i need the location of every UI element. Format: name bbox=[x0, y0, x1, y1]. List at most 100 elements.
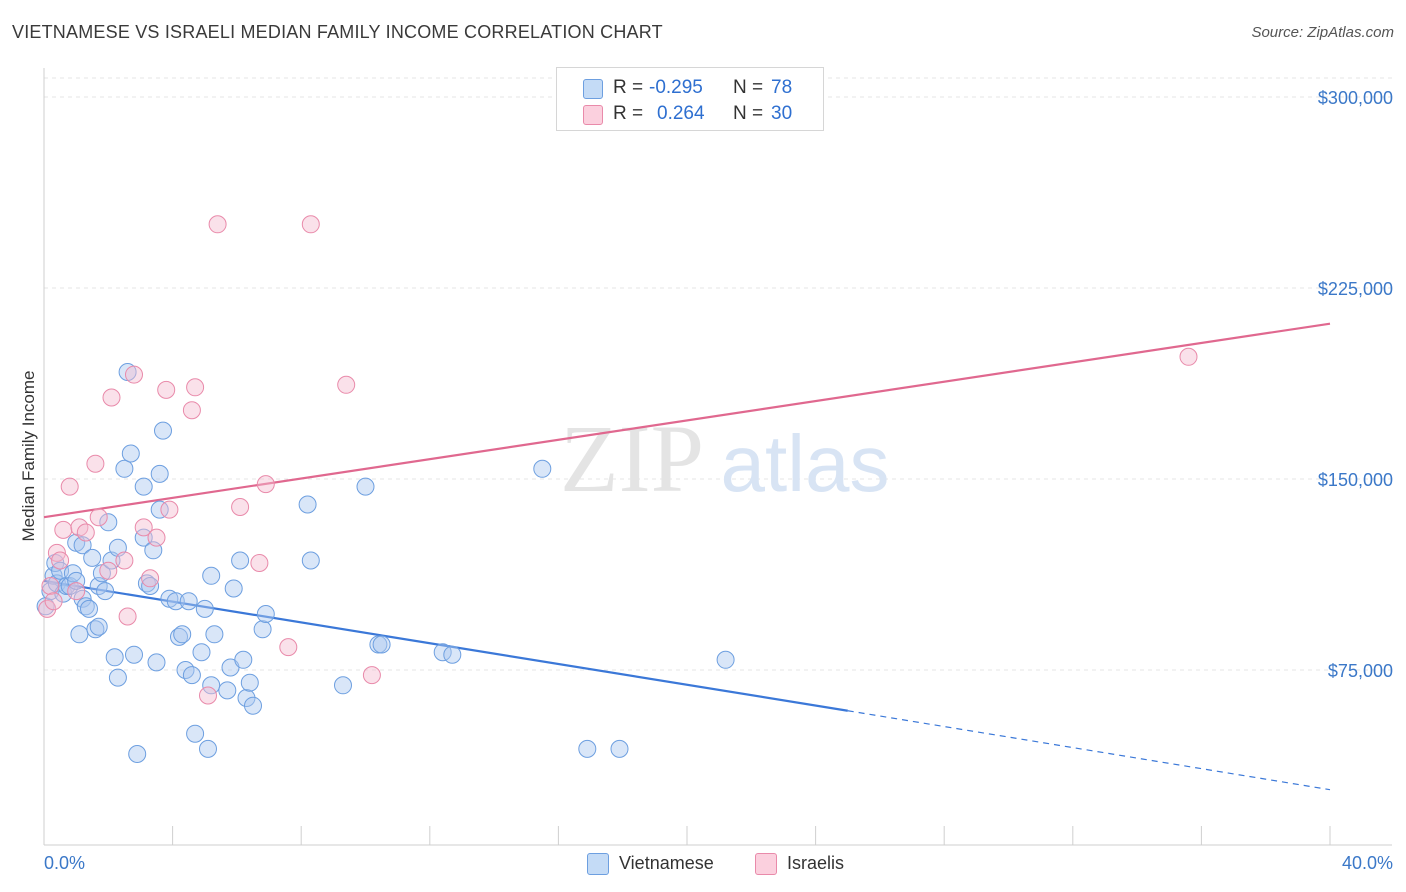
point-vietnamese bbox=[301, 551, 320, 570]
point-vietnamese bbox=[67, 571, 86, 590]
y-tick-label: $225,000 bbox=[1318, 279, 1393, 299]
point-vietnamese bbox=[170, 627, 188, 646]
point-israelis bbox=[231, 498, 250, 516]
point-israelis bbox=[86, 454, 105, 473]
point-vietnamese bbox=[610, 739, 629, 758]
x-tick-label-end: 40.0% bbox=[1342, 853, 1393, 873]
legend-n-label: N = bbox=[733, 103, 764, 124]
point-israelis bbox=[115, 551, 134, 570]
point-vietnamese bbox=[224, 579, 243, 598]
point-vietnamese bbox=[199, 739, 217, 758]
legend-r-value: 0.264 bbox=[657, 103, 705, 124]
point-israelis bbox=[125, 365, 143, 384]
point-vietnamese bbox=[173, 625, 192, 644]
point-israelis bbox=[250, 554, 269, 572]
point-vietnamese bbox=[443, 645, 462, 664]
point-vietnamese bbox=[231, 551, 250, 570]
legend-r-label: R = bbox=[613, 103, 644, 124]
point-israelis bbox=[279, 638, 298, 657]
bottom-legend-label-vietnamese: Vietnamese bbox=[619, 853, 714, 873]
y-tick-label: $75,000 bbox=[1328, 661, 1393, 681]
axis-labels: Median Family Income $75,000 $150,000 $225… bbox=[19, 88, 1393, 873]
point-israelis bbox=[301, 215, 320, 234]
legend-r-label: R = bbox=[613, 77, 644, 98]
axes bbox=[43, 68, 1392, 846]
point-israelis bbox=[208, 215, 227, 234]
y-tick-label: $150,000 bbox=[1318, 470, 1393, 490]
point-vietnamese bbox=[89, 617, 108, 636]
point-israelis bbox=[134, 518, 153, 537]
point-vietnamese bbox=[150, 500, 169, 519]
point-israelis bbox=[157, 380, 176, 399]
point-vietnamese bbox=[195, 599, 214, 618]
trend-line-israelis bbox=[43, 322, 1331, 519]
point-vietnamese bbox=[80, 599, 98, 618]
y-axis-label: Median Family Income bbox=[19, 370, 38, 541]
point-israelis bbox=[54, 520, 73, 539]
point-vietnamese bbox=[76, 597, 95, 616]
point-vietnamese bbox=[202, 566, 221, 585]
point-vietnamese bbox=[128, 745, 147, 763]
legend-n-label: N = bbox=[733, 77, 764, 98]
point-vietnamese bbox=[125, 645, 143, 664]
x-tick-label-start: 0.0% bbox=[44, 853, 85, 873]
point-vietnamese bbox=[186, 724, 205, 743]
point-vietnamese bbox=[179, 592, 198, 611]
point-vietnamese bbox=[134, 528, 153, 547]
point-israelis bbox=[147, 528, 166, 547]
point-israelis bbox=[362, 666, 381, 685]
point-israelis bbox=[51, 551, 70, 570]
point-vietnamese bbox=[70, 625, 89, 644]
point-vietnamese bbox=[137, 574, 156, 593]
point-vietnamese bbox=[150, 464, 169, 483]
point-israelis bbox=[41, 577, 60, 595]
point-vietnamese bbox=[108, 668, 127, 687]
point-vietnamese bbox=[105, 648, 124, 667]
gridlines bbox=[44, 77, 1392, 671]
point-israelis bbox=[118, 607, 137, 626]
point-vietnamese bbox=[253, 620, 272, 639]
point-israelis bbox=[76, 523, 95, 542]
point-vietnamese bbox=[237, 689, 256, 707]
point-vietnamese bbox=[147, 653, 166, 672]
legend-swatch-vietnamese bbox=[583, 79, 603, 99]
point-vietnamese bbox=[86, 620, 105, 639]
watermark-zip: ZIP bbox=[560, 405, 704, 512]
bottom-legend-swatch-israelis bbox=[755, 853, 777, 875]
chart-title: VIETNAMESE VS ISRAELI MEDIAN FAMILY INCO… bbox=[12, 22, 663, 42]
point-vietnamese bbox=[83, 548, 102, 567]
data-points bbox=[36, 215, 1198, 763]
point-vietnamese bbox=[372, 635, 391, 654]
correlation-legend: R = -0.295 N = 78 R = 0.264 N = 30 bbox=[556, 67, 824, 131]
point-vietnamese bbox=[234, 650, 253, 669]
point-vietnamese bbox=[166, 592, 185, 611]
point-vietnamese bbox=[298, 495, 317, 514]
point-israelis bbox=[199, 686, 217, 705]
point-vietnamese bbox=[192, 643, 211, 662]
point-israelis bbox=[160, 500, 179, 519]
point-vietnamese bbox=[244, 696, 262, 715]
trend-line-vietnamese bbox=[43, 579, 848, 712]
bottom-legend-swatch-vietnamese bbox=[587, 853, 609, 875]
point-vietnamese bbox=[96, 582, 115, 601]
point-israelis bbox=[60, 477, 79, 496]
point-israelis bbox=[256, 475, 275, 494]
trend-line-vietnamese-extension bbox=[847, 710, 1331, 791]
trend-lines bbox=[43, 322, 1331, 791]
point-vietnamese bbox=[256, 605, 275, 623]
watermark: ZIP atlas bbox=[560, 405, 889, 512]
point-israelis bbox=[99, 561, 118, 580]
point-vietnamese bbox=[205, 625, 224, 644]
point-vietnamese bbox=[182, 666, 201, 685]
point-vietnamese bbox=[334, 676, 352, 695]
point-vietnamese bbox=[533, 459, 552, 478]
legend-swatch-israelis bbox=[583, 105, 603, 125]
point-vietnamese bbox=[154, 421, 172, 440]
legend-n-value: 78 bbox=[771, 77, 793, 98]
point-vietnamese bbox=[99, 513, 118, 532]
point-vietnamese bbox=[578, 739, 597, 758]
bottom-legend-label-israelis: Israelis bbox=[787, 853, 845, 873]
legend-r-value: -0.295 bbox=[649, 77, 703, 98]
point-vietnamese bbox=[716, 650, 735, 669]
